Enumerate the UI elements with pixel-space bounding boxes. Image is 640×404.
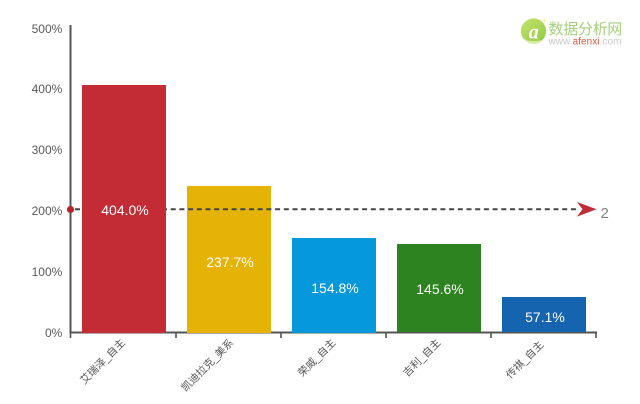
svg-text:+: + — [542, 16, 547, 26]
svg-text:a: a — [529, 22, 539, 44]
svg-text:数据分析网: 数据分析网 — [549, 21, 623, 38]
svg-text:www.afenxi.com: www.afenxi.com — [548, 37, 622, 48]
